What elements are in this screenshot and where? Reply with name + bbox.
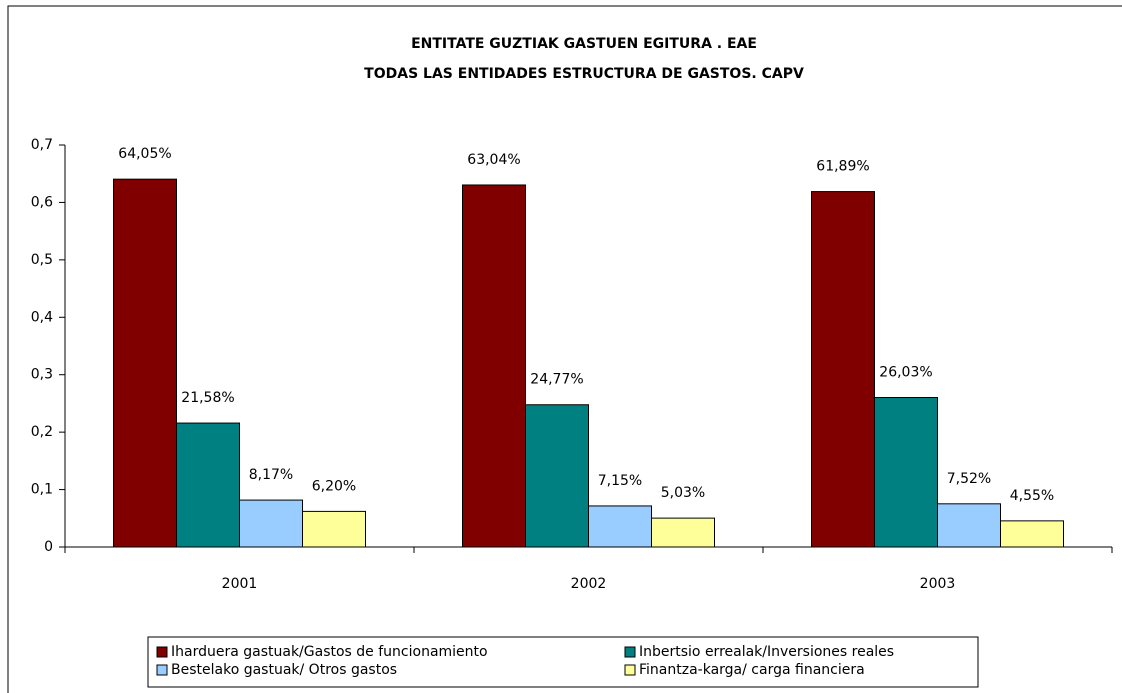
value-label: 24,77%: [530, 372, 583, 388]
y-tick-label: 0,1: [31, 482, 53, 498]
legend-label: Finantza-karga/ carga financiera: [639, 662, 865, 678]
value-label: 8,17%: [249, 467, 293, 483]
legend-label: Bestelako gastuak/ Otros gastos: [171, 662, 397, 678]
bar: [176, 422, 240, 548]
legend-label: Inbertsio errealak/Inversiones reales: [639, 644, 894, 660]
value-label: 26,03%: [879, 365, 932, 381]
y-tick-label: 0,7: [31, 137, 53, 153]
y-tick-label: 0,5: [31, 252, 53, 268]
legend-label: Iharduera gastuak/Gastos de funcionamien…: [171, 644, 488, 660]
bar: [525, 404, 589, 548]
y-tick-label: 0: [44, 539, 53, 555]
value-label: 21,58%: [181, 390, 234, 406]
legend-swatch: [156, 664, 168, 676]
value-label: 64,05%: [118, 146, 171, 162]
x-tick-label: 2003: [920, 576, 956, 592]
chart-subtitle: TODAS LAS ENTIDADES ESTRUCTURA DE GASTOS…: [364, 66, 804, 82]
y-tick-label: 0,6: [31, 194, 53, 210]
bar: [874, 397, 938, 548]
legend-swatch: [156, 646, 168, 658]
y-tick-label: 0,2: [31, 424, 53, 440]
value-label: 4,55%: [1010, 488, 1054, 504]
y-tick-label: 0,4: [31, 309, 53, 325]
value-label: 7,15%: [598, 473, 642, 489]
chart-frame: [7, 5, 1122, 693]
x-tick-label: 2001: [222, 576, 258, 592]
y-tick-label: 0,3: [31, 367, 53, 383]
value-label: 7,52%: [947, 471, 991, 487]
bar: [1000, 520, 1064, 548]
bar: [113, 178, 177, 548]
legend-box: [147, 636, 979, 688]
value-label: 63,04%: [467, 152, 520, 168]
x-tick-label: 2002: [571, 576, 607, 592]
legend-swatch: [624, 646, 636, 658]
bar: [937, 503, 1001, 548]
bar: [811, 191, 875, 548]
legend-swatch: [624, 664, 636, 676]
bar: [588, 505, 652, 548]
bar: [462, 184, 526, 548]
value-label: 61,89%: [816, 159, 869, 175]
bar: [302, 510, 366, 548]
chart-title: ENTITATE GUZTIAK GASTUEN EGITURA . EAE: [411, 36, 757, 52]
value-label: 6,20%: [312, 478, 356, 494]
bar: [239, 499, 303, 548]
value-label: 5,03%: [661, 485, 705, 501]
bar: [651, 517, 715, 548]
